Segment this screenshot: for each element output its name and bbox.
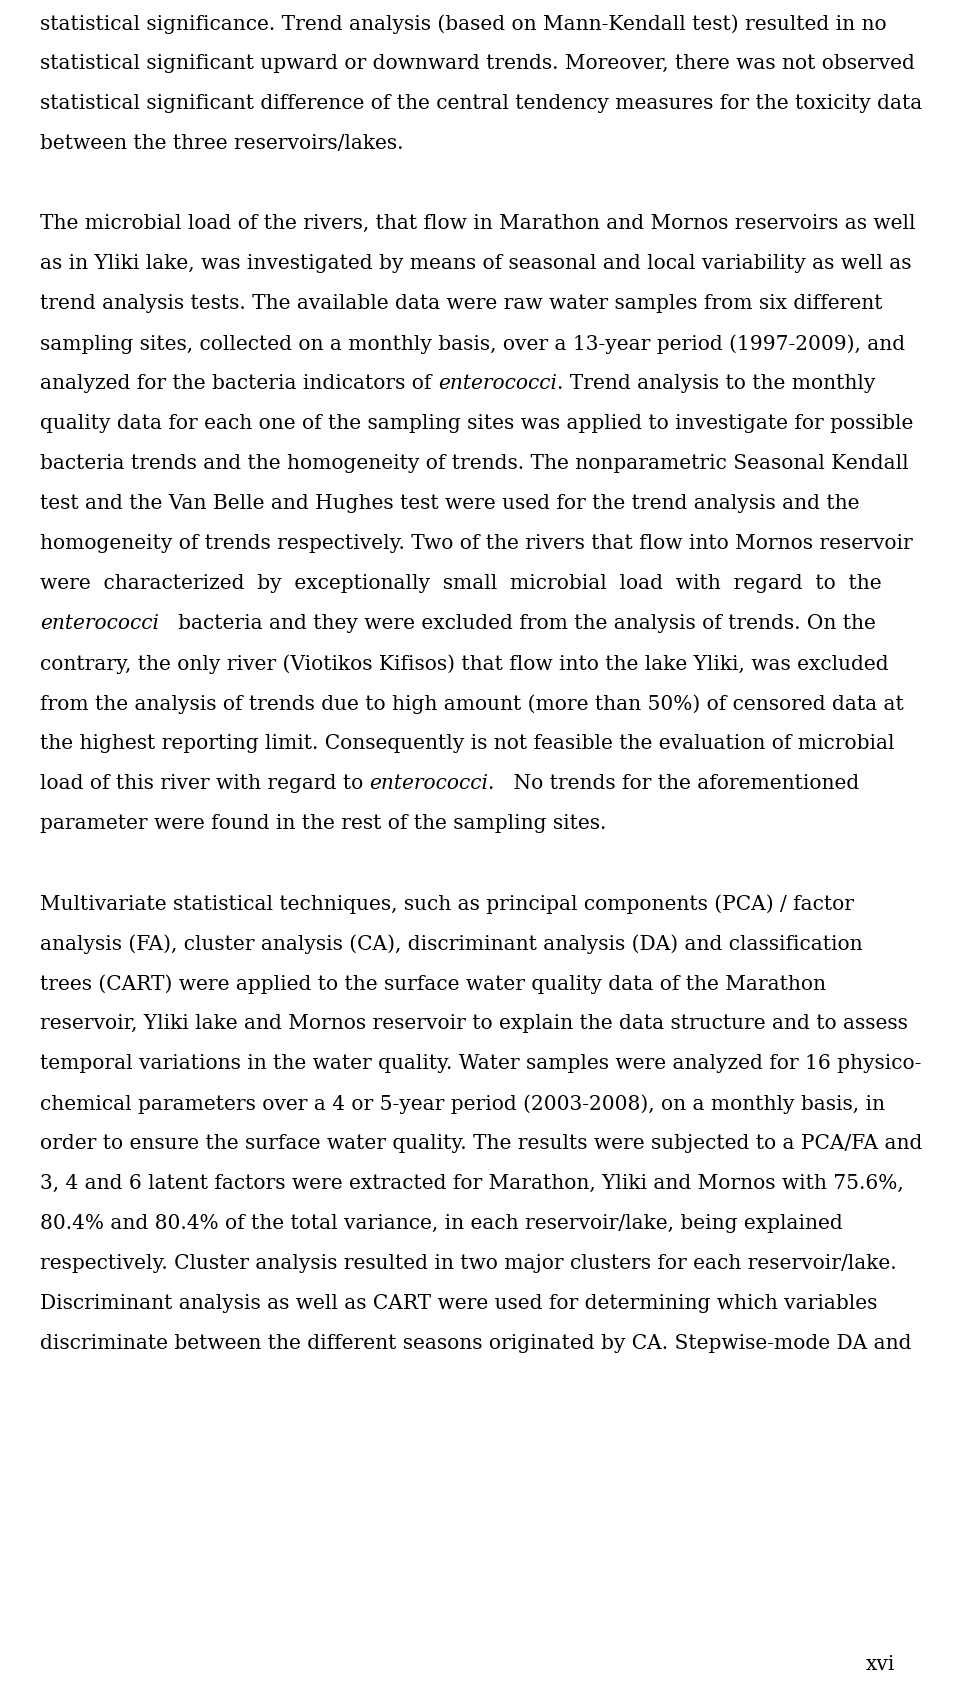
Text: analysis (FA), cluster analysis (CA), discriminant analysis (DA) and classificat: analysis (FA), cluster analysis (CA), di… [40,934,863,954]
Text: respectively. Cluster analysis resulted in two major clusters for each reservoir: respectively. Cluster analysis resulted … [40,1254,897,1273]
Text: The microbial load of the rivers, that flow in Marathon and Mornos reservoirs as: The microbial load of the rivers, that f… [40,214,916,233]
Text: statistical significant difference of the central tendency measures for the toxi: statistical significant difference of th… [40,94,923,113]
Text: homogeneity of trends respectively. Two of the rivers that flow into Mornos rese: homogeneity of trends respectively. Two … [40,534,913,553]
Text: enterococci: enterococci [40,614,158,632]
Text: sampling sites, collected on a monthly basis, over a 13-year period (1997-2009),: sampling sites, collected on a monthly b… [40,334,905,354]
Text: temporal variations in the water quality. Water samples were analyzed for 16 phy: temporal variations in the water quality… [40,1054,922,1072]
Text: 3, 4 and 6 latent factors were extracted for Marathon, Yliki and Mornos with 75.: 3, 4 and 6 latent factors were extracted… [40,1173,903,1194]
Text: order to ensure the surface water quality. The results were subjected to a PCA/F: order to ensure the surface water qualit… [40,1135,923,1153]
Text: .   No trends for the aforementioned: . No trends for the aforementioned [489,774,860,792]
Text: enterococci: enterococci [370,774,489,792]
Text: parameter were found in the rest of the sampling sites.: parameter were found in the rest of the … [40,814,607,833]
Text: bacteria and they were excluded from the analysis of trends. On the: bacteria and they were excluded from the… [158,614,876,632]
Text: contrary, the only river (Viotikos Kifisos) that flow into the lake Yliki, was e: contrary, the only river (Viotikos Kifis… [40,654,889,674]
Text: load of this river with regard to: load of this river with regard to [40,774,370,792]
Text: test and the Van Belle and Hughes test were used for the trend analysis and the: test and the Van Belle and Hughes test w… [40,494,859,513]
Text: xvi: xvi [865,1656,895,1674]
Text: between the three reservoirs/lakes.: between the three reservoirs/lakes. [40,133,403,153]
Text: discriminate between the different seasons originated by CA. Stepwise-mode DA an: discriminate between the different seaso… [40,1334,911,1352]
Text: chemical parameters over a 4 or 5-year period (2003-2008), on a monthly basis, i: chemical parameters over a 4 or 5-year p… [40,1094,885,1114]
Text: reservoir, Yliki lake and Mornos reservoir to explain the data structure and to : reservoir, Yliki lake and Mornos reservo… [40,1013,908,1034]
Text: statistical significance. Trend analysis (based on Mann-Kendall test) resulted i: statistical significance. Trend analysis… [40,13,887,34]
Text: statistical significant upward or downward trends. Moreover, there was not obser: statistical significant upward or downwa… [40,54,915,72]
Text: trees (CART) were applied to the surface water quality data of the Marathon: trees (CART) were applied to the surface… [40,975,826,993]
Text: Multivariate statistical techniques, such as principal components (PCA) / factor: Multivariate statistical techniques, suc… [40,894,854,914]
Text: enterococci: enterococci [438,374,557,393]
Text: Discriminant analysis as well as CART were used for determining which variables: Discriminant analysis as well as CART we… [40,1293,877,1313]
Text: bacteria trends and the homogeneity of trends. The nonparametric Seasonal Kendal: bacteria trends and the homogeneity of t… [40,454,908,474]
Text: from the analysis of trends due to high amount (more than 50%) of censored data : from the analysis of trends due to high … [40,695,903,713]
Text: . Trend analysis to the monthly: . Trend analysis to the monthly [557,374,875,393]
Text: as in Yliki lake, was investigated by means of seasonal and local variability as: as in Yliki lake, was investigated by me… [40,255,911,273]
Text: trend analysis tests. The available data were raw water samples from six differe: trend analysis tests. The available data… [40,293,882,314]
Text: analyzed for the bacteria indicators of: analyzed for the bacteria indicators of [40,374,438,393]
Text: quality data for each one of the sampling sites was applied to investigate for p: quality data for each one of the samplin… [40,415,913,433]
Text: the highest reporting limit. Consequently is not feasible the evaluation of micr: the highest reporting limit. Consequentl… [40,733,895,754]
Text: were  characterized  by  exceptionally  small  microbial  load  with  regard  to: were characterized by exceptionally smal… [40,573,881,593]
Text: 80.4% and 80.4% of the total variance, in each reservoir/lake, being explained: 80.4% and 80.4% of the total variance, i… [40,1214,843,1232]
